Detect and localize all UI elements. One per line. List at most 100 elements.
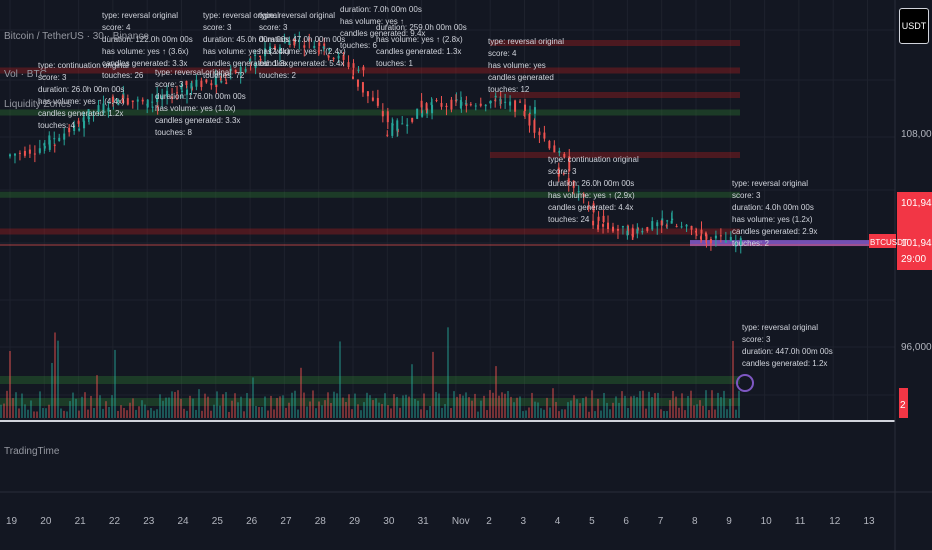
zone-annotation: type: continuation original score: 3 durat… [38, 61, 129, 130]
zone-annotation: type: continuation original score: 3 durat… [548, 155, 639, 224]
volume-bar [669, 400, 671, 418]
volume-indicator-title[interactable]: Vol · BTC [4, 69, 47, 80]
annotation-line: candles generated: 2.9x [732, 227, 817, 236]
candle-body [435, 100, 438, 102]
volume-bar [108, 406, 110, 418]
candle-body [651, 221, 654, 230]
candle-body [220, 80, 223, 83]
volume-bar [156, 409, 158, 418]
time-axis-label: 30 [383, 516, 395, 527]
candle-body [205, 79, 208, 83]
candle-body [656, 222, 659, 227]
volume-bar [69, 401, 71, 418]
volume-bar [345, 401, 347, 418]
volume-tag-label: 2 [900, 400, 906, 411]
time-axis[interactable]: 19 20 21 22 23 24 25 26 27 28 29 30 31 Nov 2 3 4 5 6 7 8 9 10 1… [6, 516, 875, 527]
candle-body [592, 203, 595, 213]
volume-bar [120, 405, 122, 418]
candle-body [337, 55, 340, 59]
time-axis-label: 19 [6, 516, 18, 527]
candle-body [313, 45, 316, 49]
volume-bar [717, 392, 719, 418]
volume-bar [327, 392, 329, 418]
annotation-line: duration: 47.0h 00m 00s [259, 35, 345, 44]
volume-bar [531, 392, 533, 418]
time-axis-label: 27 [280, 516, 292, 527]
candle-body [484, 104, 487, 107]
annotation-line: candles generated: 3.3x [155, 116, 240, 125]
candle-body [371, 97, 374, 101]
volume-bar [516, 397, 518, 418]
volume-bar [321, 405, 323, 418]
volume-bar [417, 400, 419, 418]
candle-body [210, 83, 213, 86]
time-axis-label: 5 [589, 516, 595, 527]
candle-body [268, 46, 271, 54]
candle-body [562, 173, 565, 175]
volume-bar [21, 393, 23, 418]
price-axis[interactable]: 108,000.00 96,000.00 [901, 129, 932, 353]
candle-body [557, 167, 560, 177]
volume-bar [696, 404, 698, 418]
candle-body [303, 45, 306, 48]
candle-body [53, 144, 56, 146]
volume-bar [714, 409, 716, 418]
candle-body [646, 227, 649, 231]
annotation-line: score: 3 [155, 80, 184, 89]
price-axis-label: 96,000.00 [901, 342, 932, 353]
candle-body [249, 58, 252, 62]
candle-body [161, 95, 164, 100]
symbol-title[interactable]: Bitcoin / TetherUS · 30 · Binance [4, 31, 149, 42]
candle-body [739, 238, 742, 246]
currency-button[interactable]: USDT [899, 8, 929, 44]
volume-bar [444, 404, 446, 418]
annotation-line: score: 3 [259, 23, 288, 32]
candle-body [244, 69, 247, 72]
candle-body [695, 234, 698, 236]
volume-bar [297, 409, 299, 418]
annotation-line: touches: 6 [340, 41, 377, 50]
volume-bar [54, 332, 56, 418]
candle-body [323, 43, 326, 50]
volume-bar [189, 395, 191, 418]
volume-bar [687, 396, 689, 418]
candle-body [665, 225, 668, 227]
volume-bar [564, 409, 566, 418]
candle-body [425, 103, 428, 111]
volume-bar [672, 390, 674, 418]
tradingtime-pane-title[interactable]: TradingTime [4, 446, 60, 457]
event-marker-icon[interactable] [736, 374, 754, 392]
candle-body [528, 113, 531, 126]
zone-annotation: type: reversal original score: 3 duration:… [732, 179, 817, 248]
volume-bar [510, 396, 512, 418]
volume-bar [198, 389, 200, 418]
candle-body [582, 193, 585, 197]
candle-body [528, 112, 531, 114]
volume-bar [627, 408, 629, 418]
candle-body [131, 100, 134, 103]
volume-bar [597, 398, 599, 418]
candle-body [298, 40, 301, 42]
annotation-line: duration: 122.0h 00m 00s [102, 35, 193, 44]
candle-body [156, 105, 159, 107]
time-axis-label: 10 [761, 516, 773, 527]
annotation-line: touches: 2 [732, 239, 769, 248]
candle-body [705, 234, 708, 240]
annotation-line: duration: 26.0h 00m 00s [548, 179, 634, 188]
price-axis-label: 108,000.00 [901, 129, 932, 140]
zone-annotation: type: reversal original score: 3 duration:… [259, 11, 346, 80]
candle-body [509, 101, 512, 106]
candle-body [607, 222, 610, 230]
volume-bar [660, 409, 662, 418]
candle-body [690, 225, 693, 230]
zone-red [0, 228, 740, 235]
candle-body [28, 149, 31, 154]
volume-bar [78, 410, 80, 418]
liquidity-indicator-title[interactable]: Liquidity Zones [4, 99, 72, 110]
candle-body [68, 127, 71, 133]
candle-body [146, 99, 149, 108]
volume-bar [459, 394, 461, 418]
time-axis-label: 31 [418, 516, 430, 527]
